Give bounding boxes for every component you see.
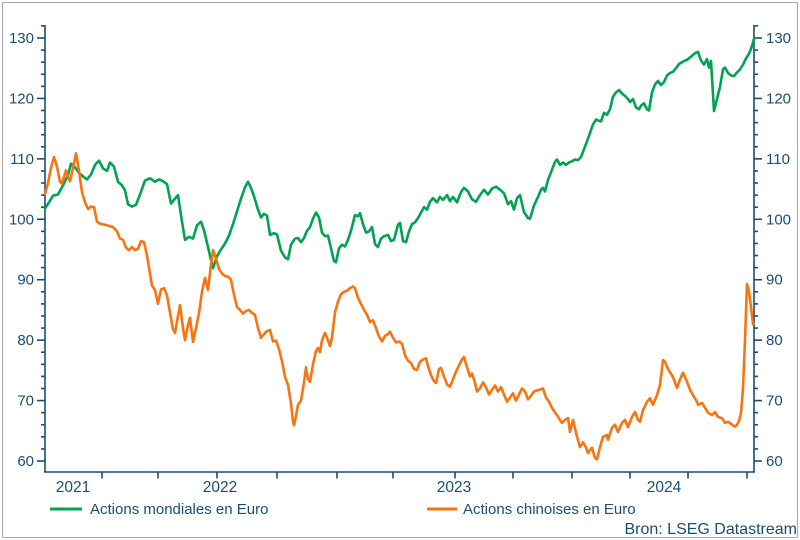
legend: Actions mondiales en Euro Actions chinoi…: [50, 501, 636, 518]
x-year-label-2023: 2023: [437, 479, 471, 496]
y-axis-label-right-70: 70: [766, 393, 783, 410]
y-axis-label-left-70: 70: [17, 393, 34, 410]
x-year-label-2022: 2022: [203, 479, 237, 496]
y-axis-label-right-110: 110: [766, 151, 790, 168]
y-axis-label-left-130: 130: [9, 30, 34, 47]
y-axis-label-left-100: 100: [9, 211, 34, 228]
y-axis-label-right-100: 100: [766, 211, 791, 228]
y-axis-label-right-80: 80: [766, 332, 783, 349]
series-line-china: [43, 152, 755, 461]
legend-label-world: Actions mondiales en Euro: [90, 501, 268, 518]
y-axis-label-left-60: 60: [17, 453, 34, 470]
y-axis-label-left-90: 90: [17, 272, 34, 289]
legend-label-china: Actions chinoises en Euro: [463, 501, 636, 518]
y-axis-label-right-90: 90: [766, 272, 783, 289]
x-year-label-2024: 2024: [647, 479, 682, 496]
source-credit: Bron: LSEG Datastream: [624, 521, 797, 538]
x-year-label-2021: 2021: [56, 479, 90, 496]
y-axis-label-right-130: 130: [766, 30, 791, 47]
y-axis-label-right-60: 60: [766, 453, 783, 470]
y-axis-label-left-120: 120: [9, 90, 34, 107]
series-lines: [43, 37, 756, 461]
y-axis-label-right-120: 120: [766, 90, 791, 107]
axes: 60 60 70 70 80 80 90 90 100 100 110 110 120 120 130 130…: [9, 25, 791, 496]
y-axis-label-left-80: 80: [17, 332, 34, 349]
y-axis-label-left-110: 110: [10, 151, 34, 168]
series-line-world: [43, 37, 756, 270]
